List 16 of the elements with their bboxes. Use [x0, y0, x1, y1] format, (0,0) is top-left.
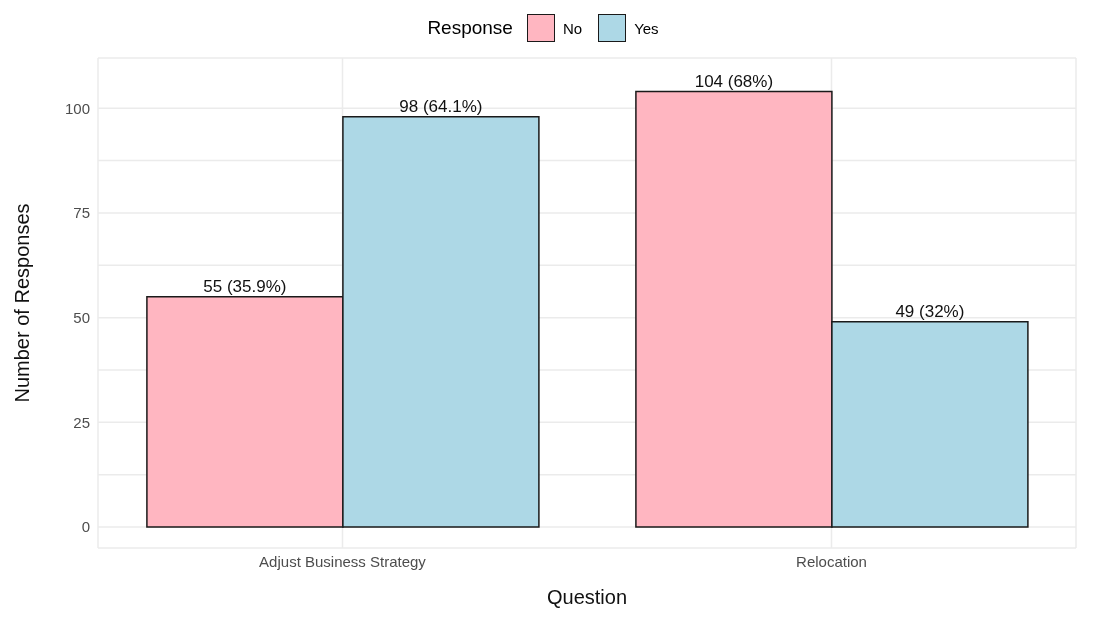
x-axis-title: Question [546, 586, 628, 608]
y-tick-label: 75 [73, 204, 90, 222]
y-tick-label: 50 [73, 308, 90, 326]
data-label: 55 (35.9%) [203, 276, 287, 296]
data-label: 49 (32%) [895, 301, 965, 321]
y-tick-label: 25 [73, 413, 90, 431]
x-tick-label: Adjust Business Strategy [259, 552, 427, 570]
legend-label: Yes [634, 19, 659, 37]
y-tick-label: 100 [64, 99, 90, 117]
y-tick-label: 0 [81, 518, 90, 536]
data-label: 98 (64.1%) [399, 96, 483, 116]
x-tick-label: Relocation [796, 552, 867, 570]
legend-title: Response [427, 17, 513, 39]
legend-label: No [562, 19, 583, 37]
y-axis-title: Number of Responses [11, 203, 34, 403]
data-label: 104 (68%) [694, 71, 774, 91]
